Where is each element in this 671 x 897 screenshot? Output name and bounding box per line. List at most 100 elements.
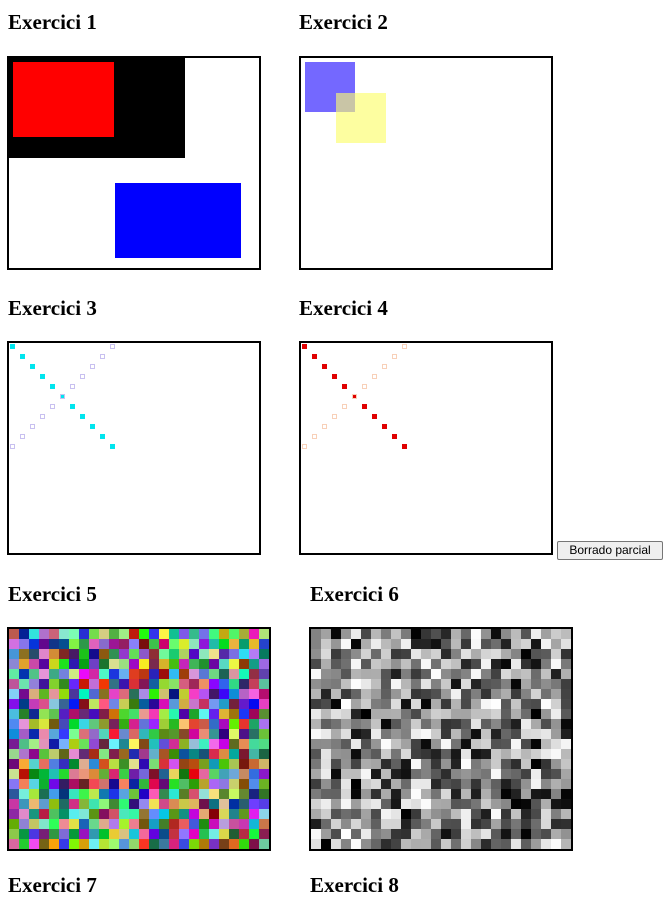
mosaic-cell	[199, 639, 209, 649]
mosaic-cell	[209, 769, 219, 779]
mosaic-cell	[341, 689, 351, 699]
mosaic-cell	[219, 719, 229, 729]
mosaic-cell	[49, 829, 59, 839]
exercise-1-drawing	[9, 58, 241, 258]
mosaic-cell	[331, 759, 341, 769]
mosaic-cell	[321, 669, 331, 679]
mosaic-cell	[189, 839, 199, 849]
mosaic-cell	[149, 629, 159, 639]
mosaic-cell	[79, 799, 89, 809]
mosaic-cell	[29, 649, 39, 659]
mosaic-cell	[321, 809, 331, 819]
mosaic-cell	[39, 649, 49, 659]
mosaic-cell	[461, 659, 471, 669]
mosaic-cell	[89, 789, 99, 799]
mosaic-cell	[259, 709, 269, 719]
mosaic-cell	[119, 639, 129, 649]
mosaic-cell	[149, 709, 159, 719]
mosaic-cell	[119, 819, 129, 829]
mosaic-cell	[199, 709, 209, 719]
mosaic-cell	[551, 799, 561, 809]
mosaic-cell	[89, 819, 99, 829]
mosaic-cell	[451, 659, 461, 669]
mosaic-cell	[29, 739, 39, 749]
mosaic-cell	[371, 699, 381, 709]
mosaic-cell	[361, 649, 371, 659]
mosaic-cell	[59, 679, 69, 689]
mosaic-cell	[229, 759, 239, 769]
mosaic-cell	[19, 679, 29, 689]
mosaic-cell	[351, 649, 361, 659]
mosaic-cell	[229, 839, 239, 849]
mosaic-cell	[129, 649, 139, 659]
mosaic-cell	[421, 829, 431, 839]
mosaic-cell	[149, 789, 159, 799]
mosaic-cell	[199, 669, 209, 679]
mosaic-cell	[541, 839, 551, 849]
mosaic-cell	[361, 839, 371, 849]
mosaic-cell	[49, 779, 59, 789]
mosaic-cell	[139, 819, 149, 829]
mosaic-cell	[229, 629, 239, 639]
mosaic-cell	[501, 829, 511, 839]
mosaic-cell	[471, 759, 481, 769]
mosaic-cell	[229, 649, 239, 659]
mosaic-cell	[511, 689, 521, 699]
mosaic-cell	[421, 719, 431, 729]
mosaic-cell	[421, 839, 431, 849]
mosaic-cell	[471, 659, 481, 669]
mosaic-cell	[169, 659, 179, 669]
mosaic-cell	[391, 759, 401, 769]
mosaic-cell	[99, 719, 109, 729]
mosaic-cell	[189, 749, 199, 759]
mosaic-cell	[521, 689, 531, 699]
mosaic-cell	[119, 799, 129, 809]
mosaic-cell	[561, 789, 571, 799]
mosaic-cell	[49, 719, 59, 729]
mosaic-cell	[219, 829, 229, 839]
mosaic-cell	[451, 739, 461, 749]
mosaic-cell	[501, 689, 511, 699]
mosaic-cell	[341, 649, 351, 659]
mosaic-cell	[341, 829, 351, 839]
mosaic-cell	[159, 659, 169, 669]
mosaic-cell	[119, 649, 129, 659]
mosaic-cell	[69, 769, 79, 779]
mosaic-cell	[401, 649, 411, 659]
mosaic-cell	[441, 779, 451, 789]
mosaic-cell	[49, 669, 59, 679]
mosaic-cell	[431, 789, 441, 799]
mosaic-cell	[351, 689, 361, 699]
mosaic-cell	[249, 809, 259, 819]
mosaic-cell	[259, 649, 269, 659]
mosaic-cell	[551, 819, 561, 829]
mosaic-cell	[239, 779, 249, 789]
mosaic-cell	[239, 749, 249, 759]
mosaic-cell	[29, 779, 39, 789]
mosaic-cell	[139, 839, 149, 849]
mosaic-cell	[391, 749, 401, 759]
mosaic-cell	[321, 719, 331, 729]
mosaic-cell	[79, 639, 89, 649]
mosaic-cell	[209, 739, 219, 749]
mosaic-cell	[381, 739, 391, 749]
mosaic-cell	[311, 779, 321, 789]
mosaic-cell	[19, 699, 29, 709]
mosaic-cell	[371, 729, 381, 739]
mosaic-cell	[259, 679, 269, 689]
outline-square	[100, 354, 105, 359]
mosaic-cell	[199, 699, 209, 709]
mosaic-cell	[209, 829, 219, 839]
mosaic-cell	[59, 799, 69, 809]
mosaic-cell	[521, 779, 531, 789]
mosaic-cell	[169, 669, 179, 679]
outline-square	[332, 414, 337, 419]
mosaic-cell	[69, 649, 79, 659]
mosaic-cell	[351, 709, 361, 719]
mosaic-cell	[79, 649, 89, 659]
mosaic-cell	[431, 829, 441, 839]
mosaic-cell	[29, 639, 39, 649]
mosaic-cell	[491, 759, 501, 769]
partial-clear-button[interactable]: Borrado parcial	[557, 541, 663, 560]
mosaic-cell	[381, 689, 391, 699]
